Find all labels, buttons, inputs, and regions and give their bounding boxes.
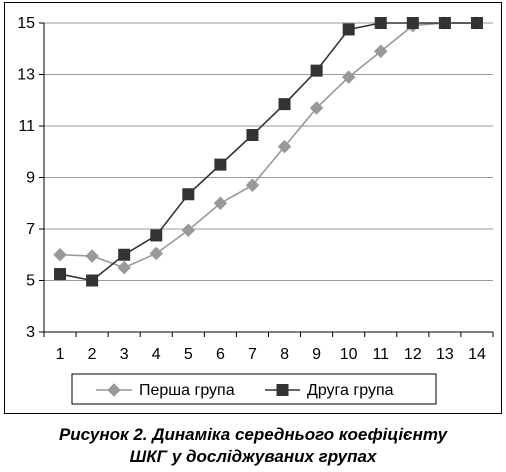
y-tick-label: 15 <box>17 15 35 32</box>
data-point-series-1 <box>117 260 132 275</box>
data-point-series-1 <box>309 101 324 115</box>
x-tick-label: 3 <box>120 346 129 363</box>
y-tick-label: 9 <box>26 170 35 187</box>
y-tick-label: 3 <box>26 324 35 341</box>
data-point-series-2 <box>150 229 163 242</box>
data-point-series-1 <box>53 247 67 262</box>
series-line-1 <box>60 22 477 269</box>
x-tick-label: 7 <box>248 346 257 363</box>
x-tick-label: 4 <box>152 346 161 363</box>
y-tick-label: 13 <box>17 67 35 84</box>
data-point-series-2 <box>342 23 355 36</box>
y-tick-label: 5 <box>26 273 35 290</box>
data-point-series-2 <box>182 188 195 201</box>
data-point-series-2 <box>438 17 451 29</box>
data-point-series-2 <box>214 158 227 171</box>
x-tick-label: 12 <box>404 346 422 363</box>
data-point-series-1 <box>213 196 228 211</box>
data-point-series-2 <box>278 98 291 111</box>
x-tick-label: 11 <box>372 346 389 363</box>
x-tick-label: 6 <box>216 346 225 363</box>
figure-caption: Рисунок 2. Динаміка середнього коефіцієн… <box>0 424 506 468</box>
legend-box <box>71 373 437 405</box>
x-tick-label: 9 <box>312 346 321 363</box>
data-point-series-1 <box>245 178 260 193</box>
y-tick-label: 11 <box>18 118 35 135</box>
data-point-series-1 <box>149 246 164 261</box>
x-tick-label: 13 <box>436 346 454 363</box>
data-point-series-2 <box>54 268 67 281</box>
x-tick-label: 14 <box>468 346 486 363</box>
legend-marker-1 <box>107 383 121 397</box>
data-point-series-2 <box>246 129 259 142</box>
data-point-series-1 <box>277 139 292 154</box>
data-point-series-1 <box>373 44 388 59</box>
x-tick-label: 2 <box>88 346 97 363</box>
caption-line-2: ШКГ у досліджуваних групах <box>129 447 377 466</box>
data-point-series-2 <box>470 17 483 29</box>
x-tick-label: 10 <box>340 346 358 363</box>
data-point-series-1 <box>341 70 356 84</box>
data-point-series-2 <box>86 274 99 287</box>
data-point-series-2 <box>118 248 131 261</box>
y-tick-label: 7 <box>26 221 35 238</box>
x-tick-label: 5 <box>184 346 193 363</box>
data-point-series-2 <box>310 64 323 77</box>
data-point-series-2 <box>406 17 419 29</box>
x-tick-label: 1 <box>56 346 65 363</box>
legend-label-1: Перша група <box>139 382 235 399</box>
data-point-series-1 <box>181 223 196 238</box>
data-point-series-1 <box>85 249 99 263</box>
x-tick-label: 8 <box>280 346 289 363</box>
caption-line-1: Рисунок 2. Динаміка середнього коефіцієн… <box>58 425 448 444</box>
legend-marker-2 <box>276 384 289 396</box>
data-point-series-2 <box>374 17 387 29</box>
series-line-2 <box>59 22 477 282</box>
legend-label-2: Друга група <box>307 382 394 399</box>
chart-frame <box>4 2 502 414</box>
